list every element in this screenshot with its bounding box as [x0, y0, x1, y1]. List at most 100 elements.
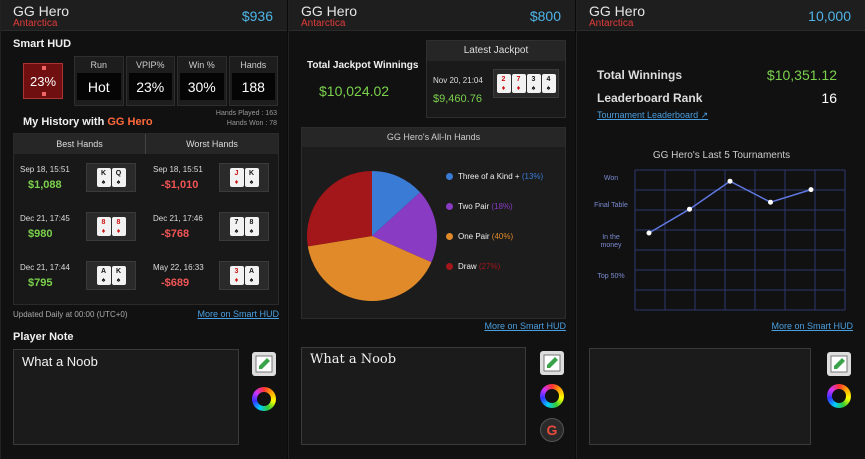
jackpot-title: Total Jackpot Winnings — [307, 60, 419, 71]
panel-header: GG Hero Antarctica $800 — [289, 0, 575, 31]
legend-percent: (18%) — [491, 202, 513, 211]
edit-pencil-icon — [543, 354, 561, 372]
hand-cards[interactable]: 3 ♦ A ♠ — [219, 261, 269, 290]
playing-card: 8 ♠ — [244, 217, 259, 236]
stat-value: 188 — [231, 73, 275, 100]
more-smart-hud-link[interactable]: More on Smart HUD — [771, 321, 853, 331]
color-picker-button[interactable] — [540, 384, 564, 408]
legend-percent: (40%) — [491, 232, 514, 241]
line-point[interactable] — [768, 199, 773, 205]
card-rank: K — [100, 170, 107, 177]
player-note-input[interactable] — [589, 348, 811, 445]
panel-header: GG Hero Antarctica $936 — [1, 0, 287, 31]
hand-date: Sep 18, 15:51 — [20, 165, 70, 174]
card-rank: 7 — [234, 219, 239, 226]
hand-date: Dec 21, 17:46 — [153, 214, 203, 223]
stat-hands: Hands 188 — [228, 56, 278, 106]
player-name: GG Hero — [13, 3, 70, 19]
stat-label: Hands — [240, 60, 267, 70]
pie-slice[interactable] — [372, 192, 437, 263]
hands-info: Hands Played : 163 Hands Won : 78 — [216, 109, 277, 129]
legend-item: Three of a Kind + (13%) — [446, 170, 543, 200]
latest-jackpot-card: Latest Jackpot Nov 20, 21:04 $9,460.76 2… — [426, 40, 566, 118]
more-smart-hud-link[interactable]: More on Smart HUD — [484, 321, 566, 331]
legend-swatch — [446, 173, 453, 180]
card-suit: ♦ — [234, 179, 239, 186]
latest-jackpot-hand[interactable]: 2 ♦ 7 ♦ 3 ♠ 4 ♠ — [493, 69, 559, 98]
card-suit: ♠ — [116, 277, 121, 284]
hand-cards[interactable]: K ♠ Q ♠ — [86, 163, 136, 192]
player-note-input[interactable]: What a Noob — [301, 347, 526, 445]
hand-cards[interactable]: A ♠ K ♠ — [86, 261, 136, 290]
pie-slice[interactable] — [307, 236, 432, 301]
pie-slice[interactable] — [372, 171, 421, 236]
edit-note-button[interactable] — [827, 352, 851, 376]
legend-percent: (27%) — [478, 262, 501, 271]
line-point[interactable] — [727, 178, 733, 184]
playing-card: 4 ♠ — [541, 74, 556, 93]
y-label-final-table: Final Table — [594, 202, 628, 209]
legend-item: Draw (27%) — [446, 260, 543, 290]
y-label-won: Won — [603, 175, 619, 182]
ggpoker-icon[interactable]: G — [540, 418, 564, 442]
hud-percentage-badge[interactable]: 23% — [23, 63, 63, 99]
hand-cards[interactable]: J ♦ K ♠ — [219, 163, 269, 192]
hand-date: May 22, 16:33 — [153, 263, 204, 272]
worst-hand-row[interactable]: Dec 21, 17:46 -$768 7 ♠ 8 ♠ — [147, 205, 279, 249]
playing-card: A ♠ — [96, 266, 111, 285]
best-hand-row[interactable]: Sep 18, 15:51 $1,088 K ♠ Q ♠ — [14, 156, 146, 200]
card-suit: ♠ — [249, 228, 254, 235]
best-hand-row[interactable]: Dec 21, 17:44 $795 A ♠ K ♠ — [14, 254, 146, 298]
player-location: Antarctica — [589, 18, 634, 29]
best-hands-header: Best Hands — [14, 134, 146, 154]
card-suit: ♠ — [249, 179, 254, 186]
more-smart-hud-link[interactable]: More on Smart HUD — [197, 309, 279, 319]
legend-swatch — [446, 233, 453, 240]
y-label-top-50: Top 50% — [597, 273, 625, 280]
line-point[interactable] — [808, 187, 814, 193]
card-rank: K — [115, 268, 122, 275]
worst-hand-row[interactable]: May 22, 16:33 -$689 3 ♦ A ♠ — [147, 254, 279, 298]
card-rank: 8 — [116, 219, 121, 226]
hand-cards[interactable]: 8 ♦ 8 ♦ — [86, 212, 136, 241]
playing-card: J ♦ — [229, 168, 244, 187]
player-panel-smart-hud: GG Hero Antarctica $936 Smart HUD 23% Ru… — [0, 0, 287, 459]
card-suit: ♦ — [116, 228, 121, 235]
best-hand-row[interactable]: Dec 21, 17:45 $980 8 ♦ 8 ♦ — [14, 205, 146, 249]
stat-win: Win % 30% — [177, 56, 227, 106]
player-panel-jackpot: GG Hero Antarctica $800 Total Jackpot Wi… — [288, 0, 575, 459]
line-point[interactable] — [687, 206, 692, 212]
card-suit: ♦ — [516, 85, 521, 92]
hands-played: Hands Played : 163 — [215, 110, 277, 117]
total-winnings-value: $10,351.12 — [766, 67, 837, 83]
hands-won: Hands Won : 78 — [226, 120, 277, 127]
hand-cards[interactable]: 7 ♠ 8 ♠ — [219, 212, 269, 241]
player-location: Antarctica — [13, 18, 58, 29]
playing-card: K ♠ — [96, 168, 111, 187]
stat-label: VPIP% — [135, 60, 165, 70]
card-rank: Q — [115, 170, 122, 177]
player-note-input[interactable]: What a Noob — [13, 349, 239, 445]
card-rank: A — [248, 268, 255, 275]
stat-label: Run — [90, 60, 107, 70]
pie-svg — [307, 171, 437, 301]
worst-hand-row[interactable]: Sep 18, 15:51 -$1,010 J ♦ K ♠ — [147, 156, 279, 200]
player-name: GG Hero — [301, 3, 358, 19]
hand-value: $1,088 — [28, 179, 62, 191]
color-picker-button[interactable] — [252, 387, 276, 411]
external-link-icon: ↗ — [700, 110, 709, 120]
stat-run: Run Hot — [74, 56, 124, 106]
worst-hands-header: Worst Hands — [186, 139, 238, 149]
card-rank: 3 — [531, 76, 536, 83]
hand-value: -$1,010 — [161, 179, 199, 191]
edit-pencil-icon — [830, 355, 848, 373]
edit-note-button[interactable] — [540, 351, 564, 375]
pie-slice[interactable] — [307, 171, 372, 247]
tournament-leaderboard-link[interactable]: Tournament Leaderboard ↗ — [597, 110, 708, 121]
color-picker-button[interactable] — [827, 384, 851, 408]
edit-note-button[interactable] — [252, 352, 276, 376]
tournament-leaderboard-label: Tournament Leaderboard — [597, 110, 699, 120]
line-point[interactable] — [646, 230, 652, 236]
player-balance: $936 — [241, 8, 273, 24]
